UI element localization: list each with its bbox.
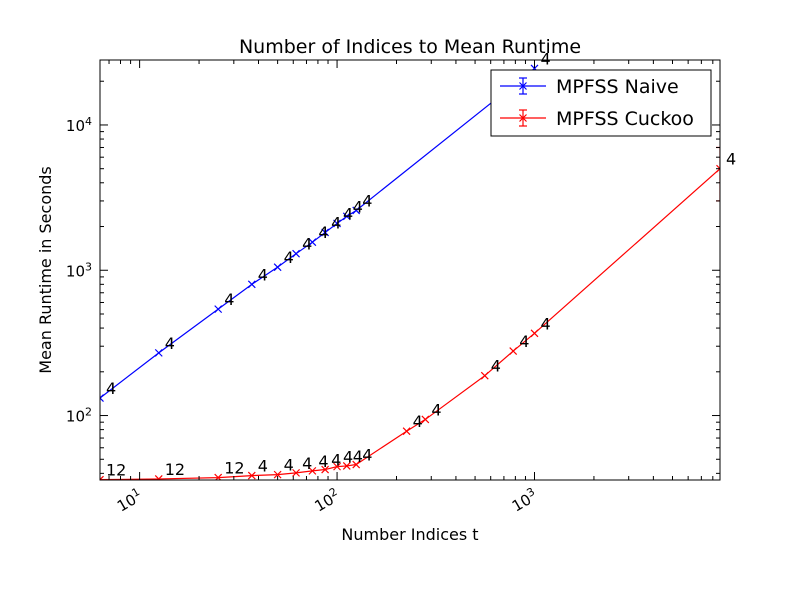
data-point-marker xyxy=(333,462,341,471)
data-label: 4 xyxy=(258,265,268,284)
data-point-marker xyxy=(292,468,300,477)
y-tick-label: 103 xyxy=(66,260,92,280)
data-point-marker xyxy=(214,305,223,314)
data-point-marker xyxy=(154,348,163,357)
data-label: 4 xyxy=(431,400,441,419)
data-label: 4 xyxy=(362,191,372,210)
data-label: 4 xyxy=(318,452,328,471)
legend-label-naive: MPFSS Naive xyxy=(556,76,679,98)
data-label: 12 xyxy=(224,459,244,478)
legend-entries: MPFSS Naive MPFSS Cuckoo xyxy=(500,76,694,130)
data-label: 4 xyxy=(541,314,551,333)
data-point-marker xyxy=(509,347,518,355)
data-label: 4 xyxy=(343,448,353,467)
data-point-marker xyxy=(352,206,361,215)
data-label: 4 xyxy=(362,446,372,465)
data-point-marker xyxy=(402,427,411,436)
data-point-marker xyxy=(247,471,256,480)
data-label: 4 xyxy=(331,213,341,232)
data-point-marker xyxy=(342,212,351,221)
chart-title: Number of Indices to Mean Runtime xyxy=(239,36,581,58)
data-label: 4 xyxy=(726,150,736,169)
data-point-marker xyxy=(352,460,361,469)
data-point-marker xyxy=(292,249,300,258)
data-label: 4 xyxy=(353,197,363,216)
data-label: 4 xyxy=(413,412,423,431)
legend-marker xyxy=(519,82,527,90)
data-point-marker xyxy=(308,238,317,247)
data-label: 12 xyxy=(106,461,126,480)
x-axis-label: Number Indices t xyxy=(341,525,478,544)
y-tick-label: 104 xyxy=(66,115,92,135)
data-point-marker xyxy=(321,465,330,474)
data-point-marker xyxy=(100,394,104,402)
data-point-marker xyxy=(421,415,430,424)
data-point-marker xyxy=(273,470,282,479)
data-label: 4 xyxy=(318,223,328,242)
data-point-marker xyxy=(321,228,330,237)
data-label: 4 xyxy=(541,49,551,68)
data-label: 4 xyxy=(284,456,294,475)
data-label: 4 xyxy=(284,248,294,267)
data-point-marker xyxy=(342,461,351,470)
legend: MPFSS Naive MPFSS Cuckoo xyxy=(490,69,712,137)
data-point-marker xyxy=(273,263,282,272)
data-point-marker xyxy=(100,475,104,480)
data-label: 4 xyxy=(331,451,341,470)
data-label: 4 xyxy=(224,290,234,309)
data-label: 4 xyxy=(258,457,268,476)
y-axis-label: Mean Runtime in Seconds xyxy=(36,166,55,373)
data-label: 4 xyxy=(302,454,312,473)
legend-frame xyxy=(490,69,712,137)
data-label: 4 xyxy=(106,379,116,398)
data-point-marker xyxy=(247,280,256,289)
data-label: 12 xyxy=(165,460,185,479)
data-label: 4 xyxy=(353,447,363,466)
y-tick-label: 102 xyxy=(66,406,92,426)
plot-clip-group xyxy=(100,64,720,480)
data-point-marker xyxy=(530,329,539,338)
data-label: 4 xyxy=(302,235,312,254)
data-label: 4 xyxy=(165,334,175,353)
data-label: 4 xyxy=(343,204,353,223)
data-point-marker xyxy=(480,371,489,380)
data-point-marker xyxy=(333,219,341,228)
data-label: 4 xyxy=(491,357,501,376)
data-label: 4 xyxy=(519,332,529,351)
legend-label-cuckoo: MPFSS Cuckoo xyxy=(556,108,694,130)
data-point-marker xyxy=(716,164,720,173)
data-point-marker xyxy=(308,466,317,475)
legend-marker xyxy=(519,114,527,122)
data-point-marker xyxy=(154,475,163,480)
